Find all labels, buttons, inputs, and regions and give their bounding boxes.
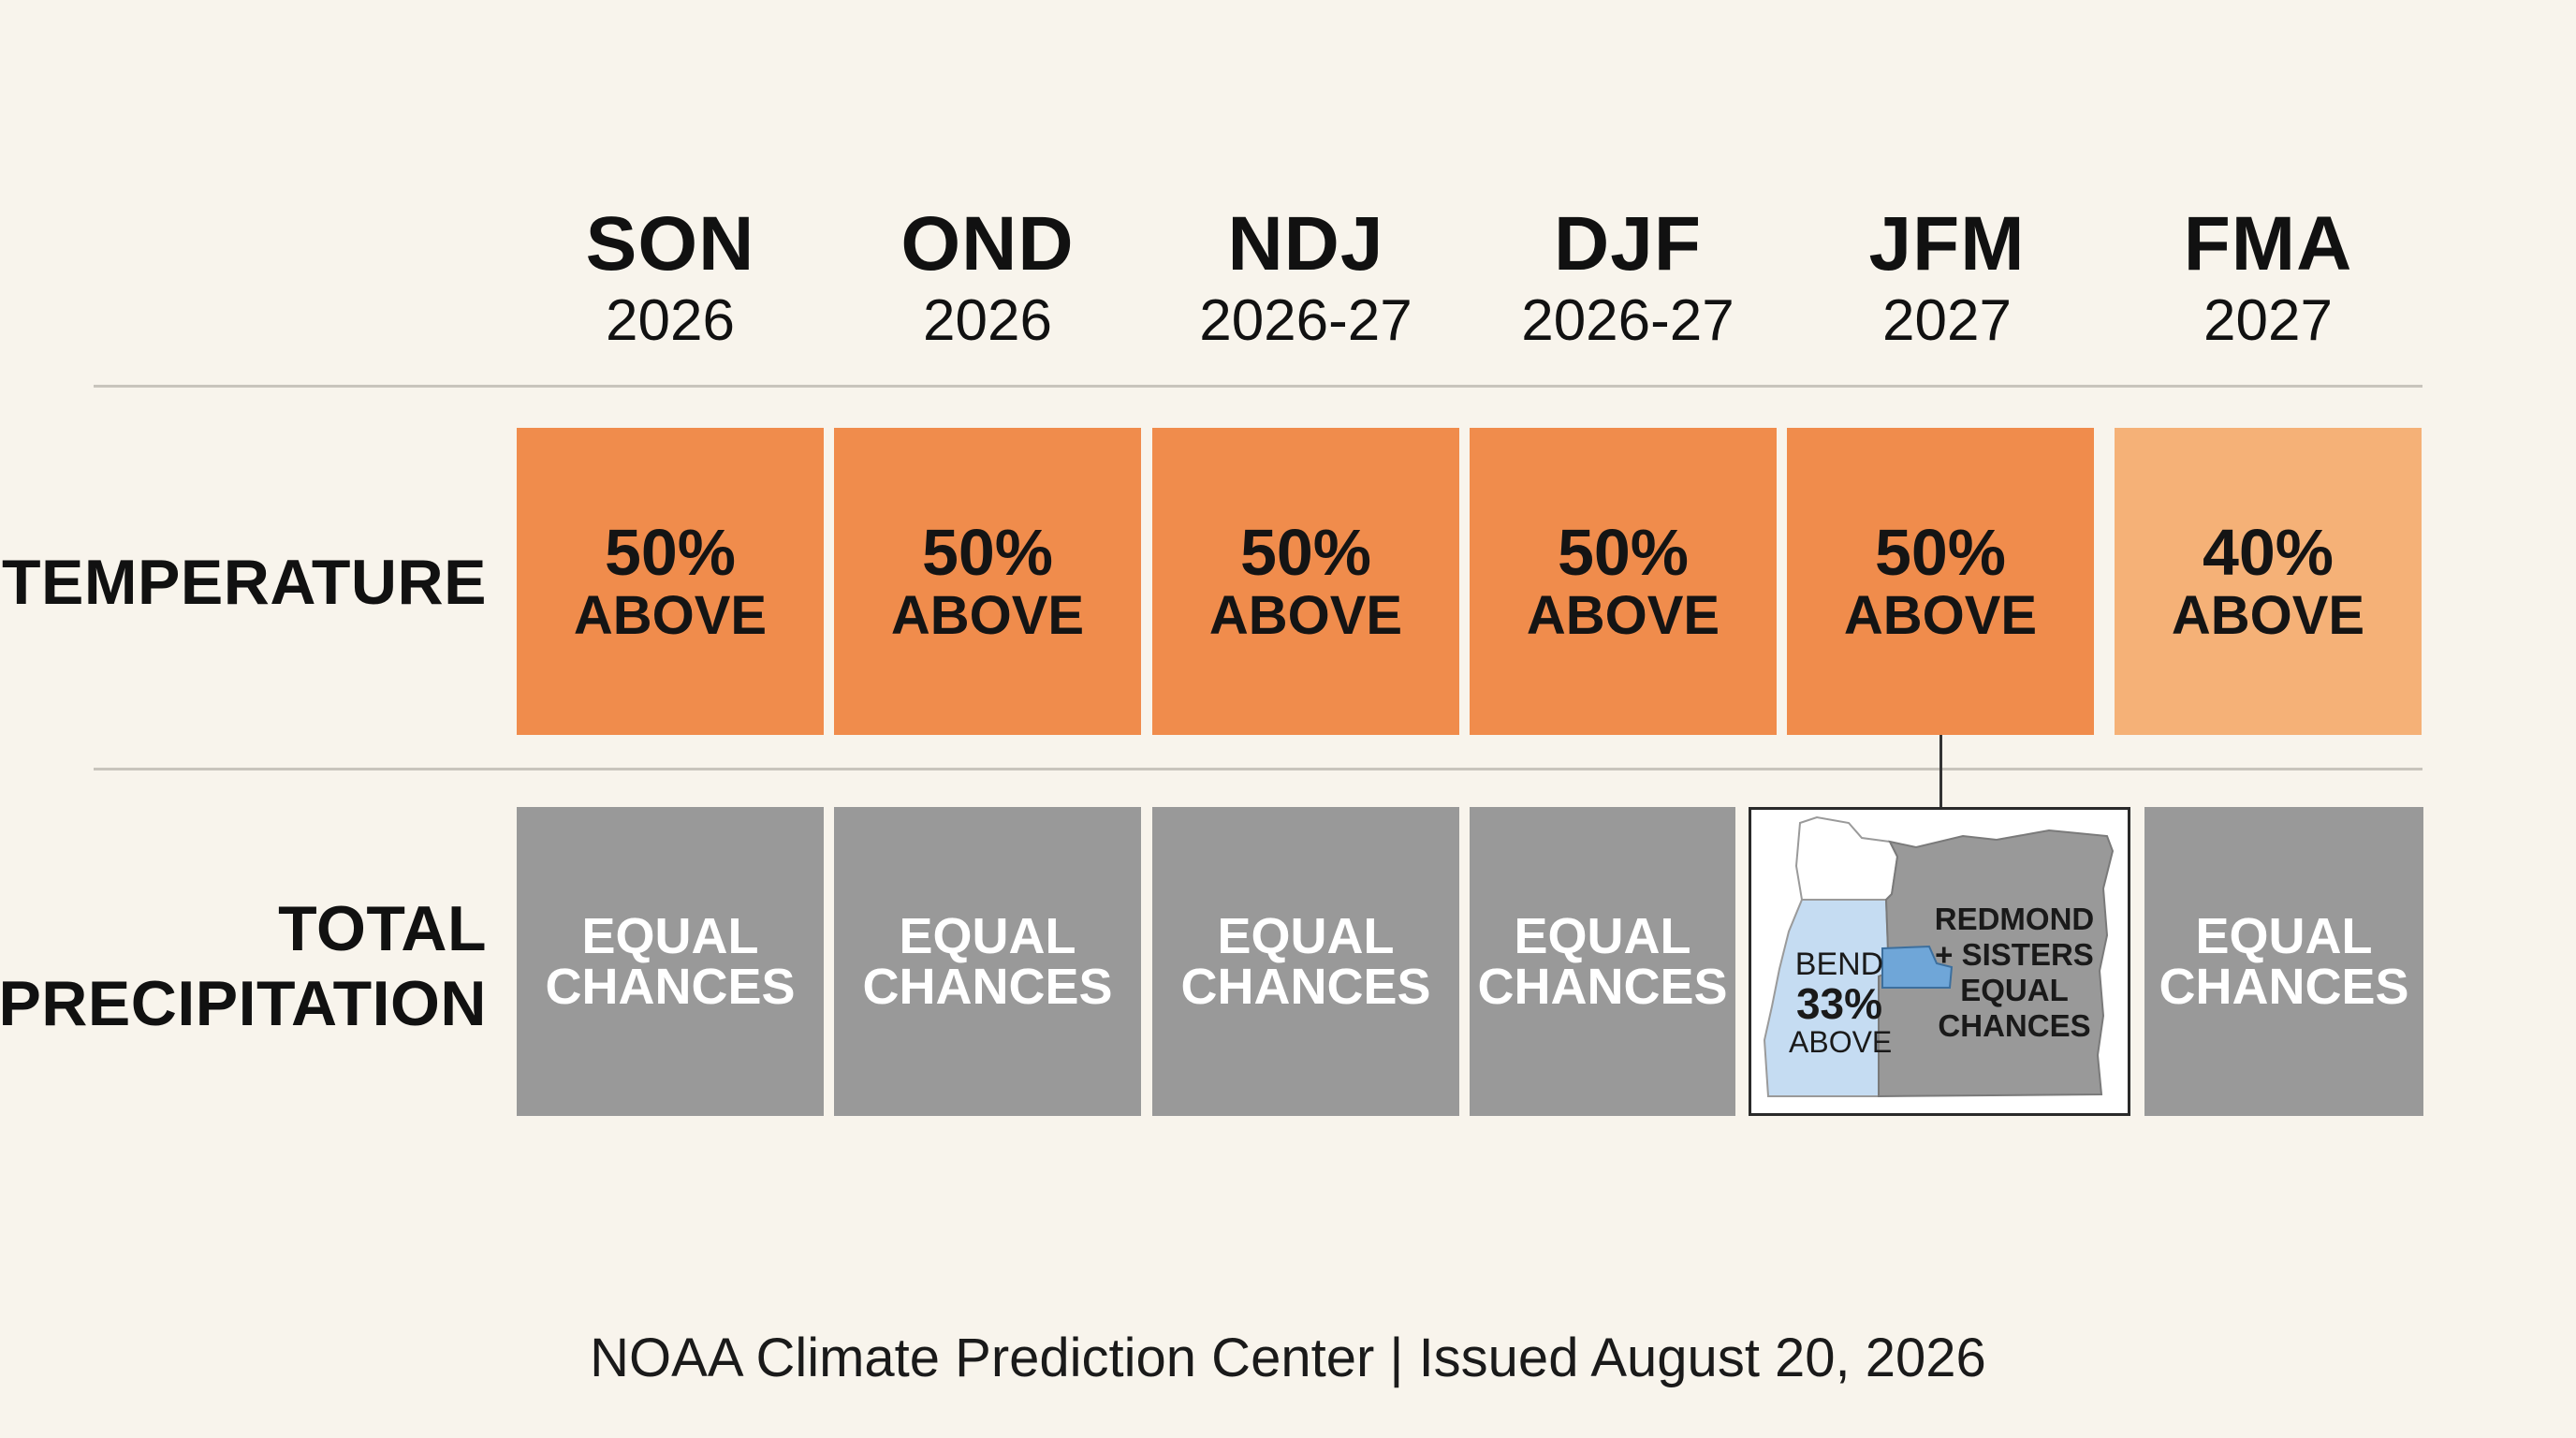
redmond-line-1: REDMOND	[1934, 902, 2095, 936]
probability-value: 50%	[604, 516, 737, 589]
column-years: 2026	[923, 288, 1052, 353]
probability-category: ABOVE	[890, 585, 1085, 646]
column-abbr: NDJ	[1227, 201, 1384, 286]
column-abbr: SON	[585, 201, 755, 286]
temperature-cell-son: 50% ABOVE	[517, 428, 824, 735]
precipitation-cell-son: EQUAL CHANCES	[517, 807, 824, 1116]
header-divider	[94, 385, 2422, 388]
precip-line-1: EQUAL	[1217, 908, 1395, 964]
map-region-redmond-sisters	[1878, 829, 2115, 1098]
bend-pct: 33%	[1795, 979, 1883, 1028]
probability-value: 50%	[1557, 516, 1690, 589]
column-abbr: OND	[900, 201, 1075, 286]
column-header-son: SON 2026	[530, 206, 811, 350]
temperature-cell-fma: 40% ABOVE	[2115, 428, 2422, 735]
map-connector-line	[1939, 735, 1942, 807]
precip-line-1: EQUAL	[581, 908, 759, 964]
precipitation-map-jfm: BEND 33% ABOVE REDMOND + SISTERS EQUAL C…	[1749, 807, 2130, 1116]
row-label-line: PRECIPITATION	[0, 968, 487, 1039]
probability-value: 40%	[2202, 516, 2334, 589]
row-label-precipitation: TOTAL PRECIPITATION	[0, 891, 487, 1041]
probability-category: ABOVE	[1526, 585, 1720, 646]
column-header-djf: DJF 2026-27	[1487, 206, 1768, 350]
bend-label: BEND 33% ABOVE	[1789, 946, 1893, 1059]
map-region-highlight	[1881, 945, 1954, 989]
precipitation-cell-ond: EQUAL CHANCES	[834, 807, 1141, 1116]
column-years: 2026-27	[1199, 288, 1412, 353]
column-years: 2026-27	[1521, 288, 1734, 353]
probability-category: ABOVE	[1208, 585, 1403, 646]
oregon-map	[1763, 815, 2115, 1098]
temperature-cell-djf: 50% ABOVE	[1470, 428, 1777, 735]
precip-line-2: CHANCES	[862, 959, 1113, 1015]
column-abbr: DJF	[1554, 201, 1702, 286]
column-header-fma: FMA 2027	[2128, 206, 2408, 350]
redmond-sisters-label: REDMOND + SISTERS EQUAL CHANCES	[1925, 902, 2103, 1044]
probability-value: 50%	[1239, 516, 1372, 589]
precip-line-2: CHANCES	[1477, 959, 1728, 1015]
column-years: 2027	[2203, 288, 2333, 353]
precipitation-cell-djf: EQUAL CHANCES	[1470, 807, 1735, 1116]
temperature-cell-ond: 50% ABOVE	[834, 428, 1141, 735]
precip-line-1: EQUAL	[1514, 908, 1691, 964]
column-years: 2027	[1882, 288, 2012, 353]
bend-category: ABOVE	[1789, 1025, 1893, 1059]
precip-line-1: EQUAL	[899, 908, 1076, 964]
map-region-northwest	[1794, 815, 1899, 901]
precip-line-2: CHANCES	[1180, 959, 1431, 1015]
precip-line-1: EQUAL	[2195, 908, 2373, 964]
temperature-cell-ndj: 50% ABOVE	[1152, 428, 1459, 735]
probability-category: ABOVE	[573, 585, 768, 646]
row-label-text: TEMPERATURE	[1, 547, 487, 618]
column-header-ond: OND 2026	[847, 206, 1128, 350]
probability-value: 50%	[921, 516, 1054, 589]
row-label-temperature: TEMPERATURE	[2, 545, 487, 620]
column-header-jfm: JFM 2027	[1807, 206, 2087, 350]
precip-line-2: CHANCES	[545, 959, 796, 1015]
probability-category: ABOVE	[2171, 585, 2365, 646]
source-footer: NOAA Climate Prediction Center | Issued …	[590, 1328, 1986, 1388]
redmond-line-3: EQUAL	[1960, 973, 2069, 1007]
probability-value: 50%	[1874, 516, 2007, 589]
precipitation-cell-fma: EQUAL CHANCES	[2144, 807, 2423, 1116]
precipitation-cell-ndj: EQUAL CHANCES	[1152, 807, 1459, 1116]
column-abbr: JFM	[1868, 201, 2026, 286]
column-abbr: FMA	[2183, 201, 2353, 286]
column-header-ndj: NDJ 2026-27	[1165, 206, 1446, 350]
temperature-cell-jfm: 50% ABOVE	[1787, 428, 2094, 735]
redmond-line-4: CHANCES	[1938, 1008, 2091, 1043]
row-label-line: TOTAL	[278, 893, 487, 964]
row-divider	[94, 768, 2422, 770]
redmond-line-2: + SISTERS	[1935, 937, 2094, 972]
precip-line-2: CHANCES	[2159, 959, 2409, 1015]
bend-name: BEND	[1794, 946, 1884, 982]
probability-category: ABOVE	[1843, 585, 2038, 646]
column-years: 2026	[606, 288, 735, 353]
